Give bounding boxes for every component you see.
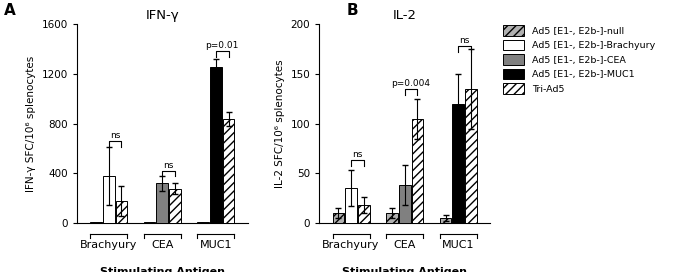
Bar <box>452 104 464 223</box>
Text: Brachyury: Brachyury <box>322 240 379 250</box>
Text: p=0.01: p=0.01 <box>206 41 239 50</box>
Text: ns: ns <box>164 161 174 170</box>
Bar <box>412 119 424 223</box>
Bar <box>116 201 127 223</box>
Bar <box>157 183 168 223</box>
Bar <box>197 222 209 223</box>
Bar <box>386 213 398 223</box>
Bar <box>466 89 477 223</box>
Bar <box>103 176 115 223</box>
Text: Stimulating Antigen: Stimulating Antigen <box>100 267 225 272</box>
Bar <box>90 222 101 223</box>
Text: CEA: CEA <box>393 240 416 250</box>
Bar <box>332 213 344 223</box>
Text: ns: ns <box>459 36 470 45</box>
Text: CEA: CEA <box>151 240 174 250</box>
Bar <box>358 205 370 223</box>
Text: B: B <box>346 3 358 18</box>
Bar <box>169 189 181 223</box>
Bar <box>399 185 410 223</box>
Text: Brachyury: Brachyury <box>80 240 137 250</box>
Bar <box>210 67 222 223</box>
Bar <box>440 218 452 223</box>
Text: Stimulating Antigen: Stimulating Antigen <box>342 267 467 272</box>
Bar <box>144 222 155 223</box>
Text: MUC1: MUC1 <box>442 240 475 250</box>
Legend: Ad5 [E1-, E2b-]-null, Ad5 [E1-, E2b-]-Brachyury, Ad5 [E1-, E2b-]-CEA, Ad5 [E1-, : Ad5 [E1-, E2b-]-null, Ad5 [E1-, E2b-]-Br… <box>503 25 654 94</box>
Bar <box>345 188 357 223</box>
Bar <box>223 119 234 223</box>
Text: p=0.004: p=0.004 <box>391 79 430 88</box>
Title: IFN-γ: IFN-γ <box>146 9 179 22</box>
Text: A: A <box>4 3 15 18</box>
Y-axis label: IL-2 SFC/10⁶ splenocytes: IL-2 SFC/10⁶ splenocytes <box>275 60 285 188</box>
Title: IL-2: IL-2 <box>393 9 416 22</box>
Y-axis label: IFN-γ SFC/10⁶ splenocytes: IFN-γ SFC/10⁶ splenocytes <box>26 56 36 192</box>
Text: ns: ns <box>110 131 120 140</box>
Text: ns: ns <box>352 150 363 159</box>
Text: MUC1: MUC1 <box>199 240 232 250</box>
